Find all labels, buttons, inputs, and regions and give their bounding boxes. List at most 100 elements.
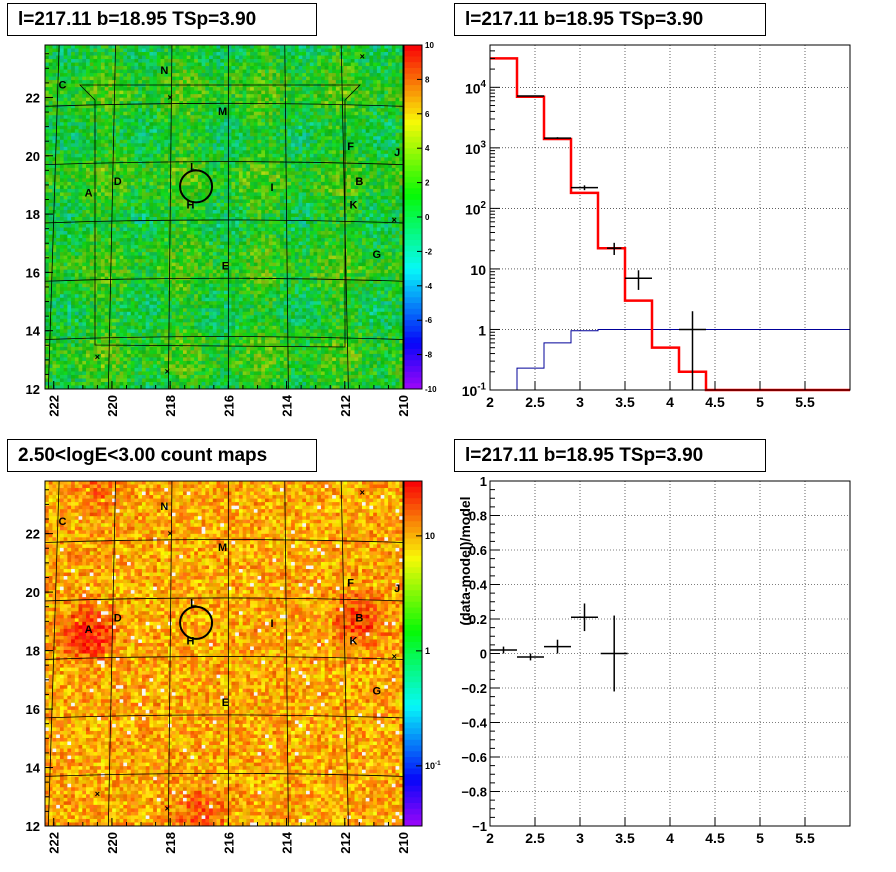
map-pixel bbox=[104, 231, 109, 235]
map-pixel bbox=[216, 94, 221, 99]
map-pixel bbox=[141, 132, 147, 137]
map-pixel bbox=[119, 346, 124, 351]
map-pixel bbox=[119, 136, 124, 141]
map-pixel bbox=[145, 297, 150, 302]
map-pixel bbox=[205, 353, 210, 358]
map-pixel bbox=[231, 273, 236, 278]
map-pixel bbox=[141, 371, 147, 376]
map-pixel bbox=[134, 206, 139, 211]
map-pixel bbox=[52, 48, 57, 53]
map-pixel bbox=[119, 178, 124, 183]
map-pixel bbox=[145, 69, 150, 74]
map-pixel bbox=[216, 55, 221, 60]
map-pixel bbox=[89, 315, 94, 320]
map-pixel bbox=[71, 234, 76, 239]
map-pixel bbox=[127, 129, 132, 134]
map-pixel bbox=[86, 157, 91, 162]
map-pixel bbox=[141, 101, 147, 106]
map-pixel bbox=[56, 266, 61, 271]
map-pixel bbox=[171, 108, 176, 113]
map-pixel bbox=[86, 202, 91, 207]
map-pixel bbox=[45, 62, 50, 67]
map-pixel bbox=[149, 238, 154, 242]
map-pixel bbox=[138, 224, 143, 228]
map-pixel bbox=[115, 297, 120, 302]
map-pixel bbox=[89, 111, 94, 116]
map-pixel bbox=[231, 220, 236, 225]
map-pixel bbox=[86, 94, 91, 99]
map-pixel bbox=[134, 371, 139, 376]
map-pixel bbox=[119, 294, 124, 299]
map-pixel bbox=[141, 83, 147, 88]
map-pixel bbox=[119, 238, 124, 242]
map-pixel bbox=[194, 104, 199, 109]
map-pixel bbox=[48, 357, 53, 362]
map-pixel bbox=[82, 45, 87, 49]
map-pixel bbox=[227, 371, 232, 376]
map-pixel bbox=[45, 73, 50, 77]
map-pixel bbox=[119, 73, 124, 77]
map-pixel bbox=[153, 311, 158, 316]
map-pixel bbox=[100, 115, 106, 120]
map-pixel bbox=[171, 97, 176, 102]
map-pixel bbox=[134, 224, 139, 228]
map-pixel bbox=[86, 346, 91, 351]
map-pixel bbox=[48, 69, 53, 74]
map-pixel bbox=[168, 371, 173, 376]
map-pixel bbox=[145, 146, 150, 151]
map-pixel bbox=[123, 224, 128, 228]
map-pixel bbox=[89, 322, 94, 327]
map-pixel bbox=[119, 62, 124, 67]
map-pixel bbox=[130, 357, 135, 362]
map-pixel bbox=[205, 111, 210, 116]
map-pixel bbox=[123, 115, 128, 120]
map-pixel bbox=[86, 381, 91, 386]
map-pixel bbox=[78, 108, 83, 113]
map-pixel bbox=[89, 69, 94, 74]
map-pixel bbox=[123, 248, 128, 253]
map-pixel bbox=[45, 280, 50, 285]
map-pixel bbox=[45, 364, 50, 369]
map-pixel bbox=[164, 297, 169, 302]
map-pixel bbox=[134, 122, 139, 127]
map-pixel bbox=[171, 59, 176, 63]
map-pixel bbox=[224, 118, 229, 123]
map-pixel bbox=[149, 315, 154, 320]
map-pixel bbox=[71, 136, 76, 141]
map-pixel bbox=[153, 97, 158, 102]
map-pixel bbox=[112, 231, 117, 235]
map-pixel bbox=[97, 45, 102, 49]
map-pixel bbox=[149, 332, 154, 337]
map-pixel bbox=[168, 160, 173, 165]
map-pixel bbox=[123, 164, 128, 169]
map-pixel bbox=[164, 371, 169, 376]
map-pixel bbox=[164, 202, 169, 207]
map-pixel bbox=[52, 73, 57, 77]
map-pixel bbox=[67, 62, 72, 67]
map-pixel bbox=[224, 234, 229, 239]
map-pixel bbox=[138, 297, 143, 302]
map-pixel bbox=[93, 224, 98, 228]
map-pixel bbox=[212, 325, 217, 330]
map-pixel bbox=[112, 301, 117, 306]
map-pixel bbox=[186, 66, 191, 70]
map-pixel bbox=[182, 304, 188, 309]
map-pixel bbox=[231, 108, 236, 113]
map-pixel bbox=[149, 139, 154, 144]
map-pixel bbox=[123, 374, 128, 379]
map-pixel bbox=[205, 252, 210, 257]
map-pixel bbox=[86, 360, 91, 365]
map-pixel bbox=[127, 181, 132, 186]
map-pixel bbox=[104, 153, 109, 158]
map-pixel bbox=[141, 125, 147, 130]
map-pixel bbox=[182, 185, 188, 190]
map-pixel bbox=[59, 185, 65, 190]
map-pixel bbox=[56, 150, 61, 155]
map-pixel bbox=[112, 185, 117, 190]
map-pixel bbox=[197, 171, 203, 176]
map-pixel bbox=[115, 364, 120, 369]
map-pixel bbox=[123, 90, 128, 95]
map-pixel bbox=[186, 227, 191, 232]
map-pixel bbox=[194, 146, 199, 151]
map-pixel bbox=[123, 332, 128, 337]
